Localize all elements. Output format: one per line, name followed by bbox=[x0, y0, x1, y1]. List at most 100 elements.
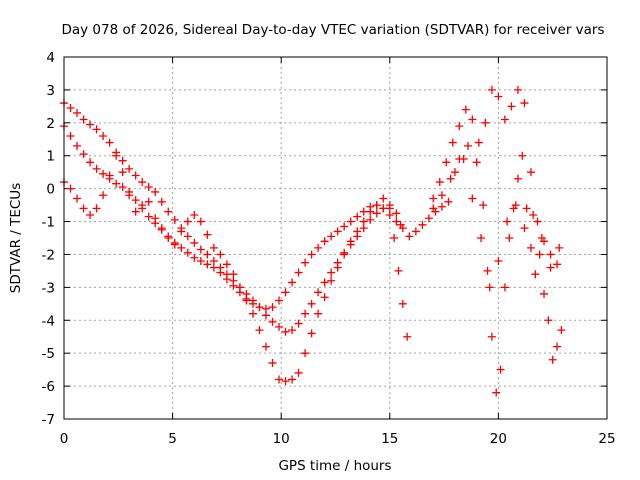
data-point bbox=[138, 201, 147, 210]
data-point bbox=[164, 234, 173, 242]
data-point bbox=[379, 194, 388, 203]
data-point bbox=[372, 209, 381, 218]
data-point bbox=[314, 309, 323, 318]
data-point bbox=[487, 85, 496, 94]
y-tick-label: 3 bbox=[46, 83, 55, 99]
data-point bbox=[492, 388, 501, 397]
y-tick-label: 4 bbox=[46, 50, 55, 66]
data-point bbox=[86, 158, 95, 167]
data-point bbox=[281, 377, 290, 386]
data-point bbox=[268, 303, 277, 312]
data-point bbox=[248, 299, 257, 308]
grid-lines bbox=[64, 57, 607, 419]
data-point bbox=[183, 217, 192, 226]
data-point bbox=[229, 281, 238, 290]
data-point bbox=[275, 375, 284, 384]
data-point bbox=[66, 104, 75, 113]
data-point bbox=[86, 210, 95, 219]
data-point bbox=[99, 169, 108, 178]
chart-title: Day 078 of 2026, Sidereal Day-to-day VTE… bbox=[61, 22, 604, 38]
data-point bbox=[151, 187, 160, 196]
data-point bbox=[307, 299, 316, 308]
y-axis-label: SDTVAR / TECUs bbox=[8, 183, 24, 293]
data-point bbox=[518, 151, 527, 160]
data-point bbox=[79, 204, 88, 213]
data-point bbox=[500, 115, 509, 124]
data-point bbox=[222, 260, 231, 269]
data-point bbox=[494, 92, 503, 101]
data-point bbox=[346, 237, 355, 246]
data-point bbox=[437, 191, 446, 200]
data-point bbox=[485, 283, 494, 292]
data-point bbox=[327, 232, 336, 241]
data-point bbox=[320, 237, 329, 246]
data-point bbox=[398, 299, 407, 308]
data-point bbox=[177, 227, 186, 236]
data-point bbox=[392, 217, 401, 226]
data-point bbox=[164, 207, 173, 216]
data-point bbox=[520, 224, 529, 233]
data-point bbox=[461, 105, 470, 114]
data-point bbox=[248, 309, 257, 318]
data-point bbox=[261, 304, 270, 313]
data-point bbox=[151, 214, 160, 223]
data-point bbox=[385, 204, 394, 213]
data-point bbox=[275, 296, 284, 305]
x-tick-label: 10 bbox=[273, 431, 290, 447]
data-point bbox=[511, 201, 520, 210]
data-point bbox=[442, 158, 451, 167]
data-point bbox=[437, 202, 446, 211]
data-point bbox=[483, 266, 492, 275]
data-point bbox=[359, 217, 368, 226]
data-point bbox=[307, 250, 316, 259]
data-point bbox=[79, 150, 88, 159]
data-point bbox=[520, 99, 529, 108]
x-tick-label: 20 bbox=[490, 431, 507, 447]
data-point bbox=[333, 263, 342, 272]
y-tick-label: -1 bbox=[42, 215, 55, 231]
data-point bbox=[366, 215, 375, 224]
data-point bbox=[203, 250, 212, 259]
data-point bbox=[105, 138, 114, 147]
data-point bbox=[314, 243, 323, 252]
data-point bbox=[320, 278, 329, 287]
data-point bbox=[92, 204, 101, 213]
data-point bbox=[340, 222, 349, 231]
data-point bbox=[125, 164, 134, 173]
x-axis-label: GPS time / hours bbox=[278, 458, 391, 474]
data-point bbox=[66, 184, 75, 193]
data-point bbox=[505, 234, 514, 242]
data-point bbox=[529, 210, 538, 219]
y-tick-label: 0 bbox=[46, 182, 55, 198]
data-point bbox=[144, 212, 153, 221]
x-tick-label: 0 bbox=[60, 431, 69, 447]
data-point bbox=[479, 201, 488, 210]
data-point bbox=[294, 268, 303, 277]
data-point bbox=[411, 227, 420, 236]
data-point bbox=[487, 332, 496, 341]
data-point bbox=[429, 194, 438, 203]
data-point bbox=[118, 168, 127, 177]
data-point bbox=[242, 296, 251, 305]
data-point bbox=[288, 278, 297, 287]
data-point bbox=[540, 289, 549, 298]
data-point bbox=[418, 220, 427, 229]
data-point bbox=[112, 179, 121, 188]
data-point bbox=[275, 322, 284, 331]
data-point bbox=[468, 115, 477, 124]
x-tick-label: 15 bbox=[381, 431, 398, 447]
data-point bbox=[86, 120, 95, 129]
data-point bbox=[138, 178, 147, 187]
data-point bbox=[546, 263, 555, 272]
data-point bbox=[157, 197, 166, 206]
data-point bbox=[288, 375, 297, 384]
data-point bbox=[190, 238, 199, 247]
data-point bbox=[235, 283, 244, 292]
data-point bbox=[496, 365, 505, 374]
data-point bbox=[268, 359, 277, 368]
y-tick-label: -7 bbox=[42, 412, 55, 428]
data-point bbox=[333, 227, 342, 236]
y-tick-label: 1 bbox=[46, 149, 55, 165]
data-point bbox=[553, 342, 562, 351]
data-point bbox=[537, 234, 546, 242]
